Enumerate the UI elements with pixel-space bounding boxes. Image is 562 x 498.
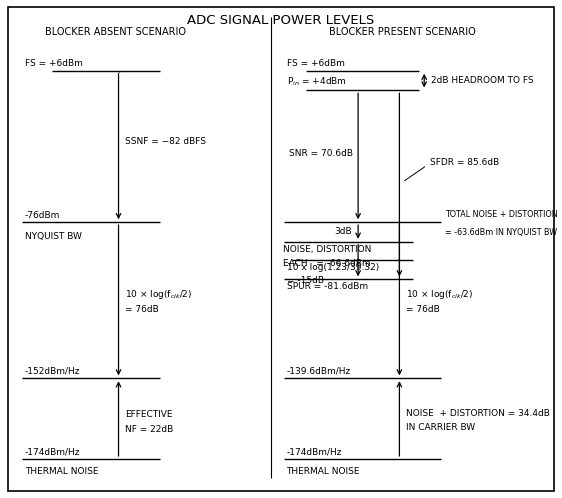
Text: SFDR = 85.6dB: SFDR = 85.6dB: [430, 158, 499, 167]
Text: NOISE, DISTORTION: NOISE, DISTORTION: [283, 245, 371, 253]
Text: -174dBm/Hz: -174dBm/Hz: [287, 448, 342, 457]
Text: SSNF = −82 dBFS: SSNF = −82 dBFS: [125, 137, 206, 146]
Text: -76dBm: -76dBm: [25, 211, 60, 220]
Text: THERMAL NOISE: THERMAL NOISE: [25, 467, 98, 476]
Text: = 76dB: = 76dB: [406, 305, 440, 314]
Text: SPUR = -81.6dBm: SPUR = -81.6dBm: [287, 282, 368, 291]
Text: ADC SIGNAL POWER LEVELS: ADC SIGNAL POWER LEVELS: [187, 14, 375, 27]
Text: TOTAL NOISE + DISTORTION: TOTAL NOISE + DISTORTION: [445, 210, 558, 219]
Text: 10 × log(f$_{clk}$/2): 10 × log(f$_{clk}$/2): [406, 288, 473, 301]
Text: THERMAL NOISE: THERMAL NOISE: [287, 467, 360, 476]
Text: NOISE  + DISTORTION = 34.4dB: NOISE + DISTORTION = 34.4dB: [406, 409, 550, 418]
Text: NF = 22dB: NF = 22dB: [125, 425, 174, 434]
Text: EFFECTIVE: EFFECTIVE: [125, 410, 173, 419]
Text: = -15dB: = -15dB: [287, 276, 324, 285]
Text: 2dB HEADROOM TO FS: 2dB HEADROOM TO FS: [431, 76, 533, 85]
Text: SNR = 70.6dB: SNR = 70.6dB: [289, 149, 352, 158]
Text: -174dBm/Hz: -174dBm/Hz: [25, 448, 80, 457]
Text: BLOCKER ABSENT SCENARIO: BLOCKER ABSENT SCENARIO: [46, 27, 186, 37]
Text: = 76dB: = 76dB: [125, 305, 159, 314]
Text: BLOCKER PRESENT SCENARIO: BLOCKER PRESENT SCENARIO: [329, 27, 475, 37]
Text: FS = +6dBm: FS = +6dBm: [25, 59, 83, 68]
Text: IN CARRIER BW: IN CARRIER BW: [406, 423, 475, 432]
Text: P$_{in}$ = +4dBm: P$_{in}$ = +4dBm: [287, 75, 346, 88]
Text: = -63.6dBm IN NYQUIST BW: = -63.6dBm IN NYQUIST BW: [445, 228, 558, 237]
Text: -139.6dBm/Hz: -139.6dBm/Hz: [287, 367, 351, 376]
Text: -152dBm/Hz: -152dBm/Hz: [25, 367, 80, 376]
Text: 10 x log(1.23/39.32): 10 x log(1.23/39.32): [287, 262, 379, 272]
Text: EACH   = -66.6dBm: EACH = -66.6dBm: [283, 259, 370, 268]
Text: FS = +6dBm: FS = +6dBm: [287, 59, 345, 68]
Text: NYQUIST BW: NYQUIST BW: [25, 232, 82, 241]
Text: 3dB: 3dB: [334, 228, 351, 237]
Text: 10 × log(f$_{clk}$/2): 10 × log(f$_{clk}$/2): [125, 288, 193, 301]
